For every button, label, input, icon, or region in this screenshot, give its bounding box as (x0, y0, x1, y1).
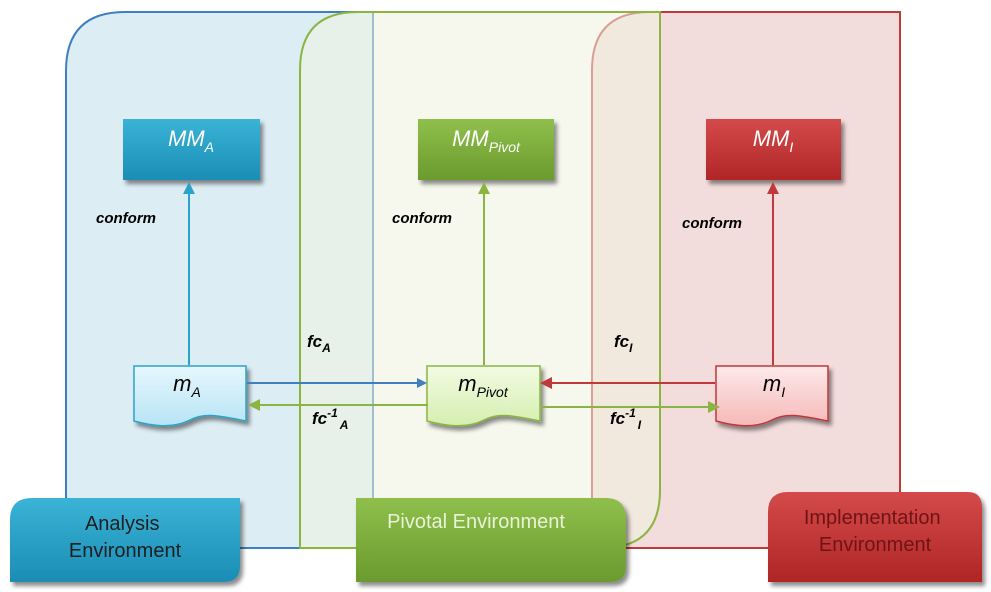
implementation-environment-tab (768, 492, 982, 582)
model-document-pivot (426, 365, 541, 427)
conform-label-pivot: conform (392, 210, 452, 227)
metamodel-label-pivot: MMPivot (452, 126, 521, 155)
metamodel-box-i (706, 119, 841, 180)
conform-label-a: conform (96, 210, 156, 227)
function-label-fc-i-inverse: fc-1I (610, 406, 642, 432)
function-label-fc-a-inverse: fc-1A (312, 406, 348, 432)
metamodel-label-i: MMI (753, 126, 794, 155)
model-label-i: mI (763, 371, 785, 400)
pivotal-environment-tab (356, 498, 626, 582)
pivotal-environment-region (299, 11, 661, 549)
function-label-fc-i: fcI (614, 332, 633, 355)
pivotal-environment-label: Pivotal Environment (387, 511, 565, 533)
conform-label-i: conform (682, 215, 742, 232)
model-label-a: mA (173, 371, 201, 400)
model-document-a (133, 365, 247, 427)
analysis-environment-tab (10, 498, 240, 582)
metamodel-box-pivot (418, 119, 554, 180)
metamodel-label-a: MMA (168, 126, 214, 155)
model-label-pivot: mPivot (458, 371, 509, 400)
model-document-i (715, 365, 829, 427)
metamodel-box-a (123, 119, 260, 180)
analysis-environment-label: Analysis Environment (69, 513, 182, 562)
implementation-environment-label: Implementation Environment (804, 507, 946, 556)
function-label-fc-a: fcA (307, 332, 331, 355)
